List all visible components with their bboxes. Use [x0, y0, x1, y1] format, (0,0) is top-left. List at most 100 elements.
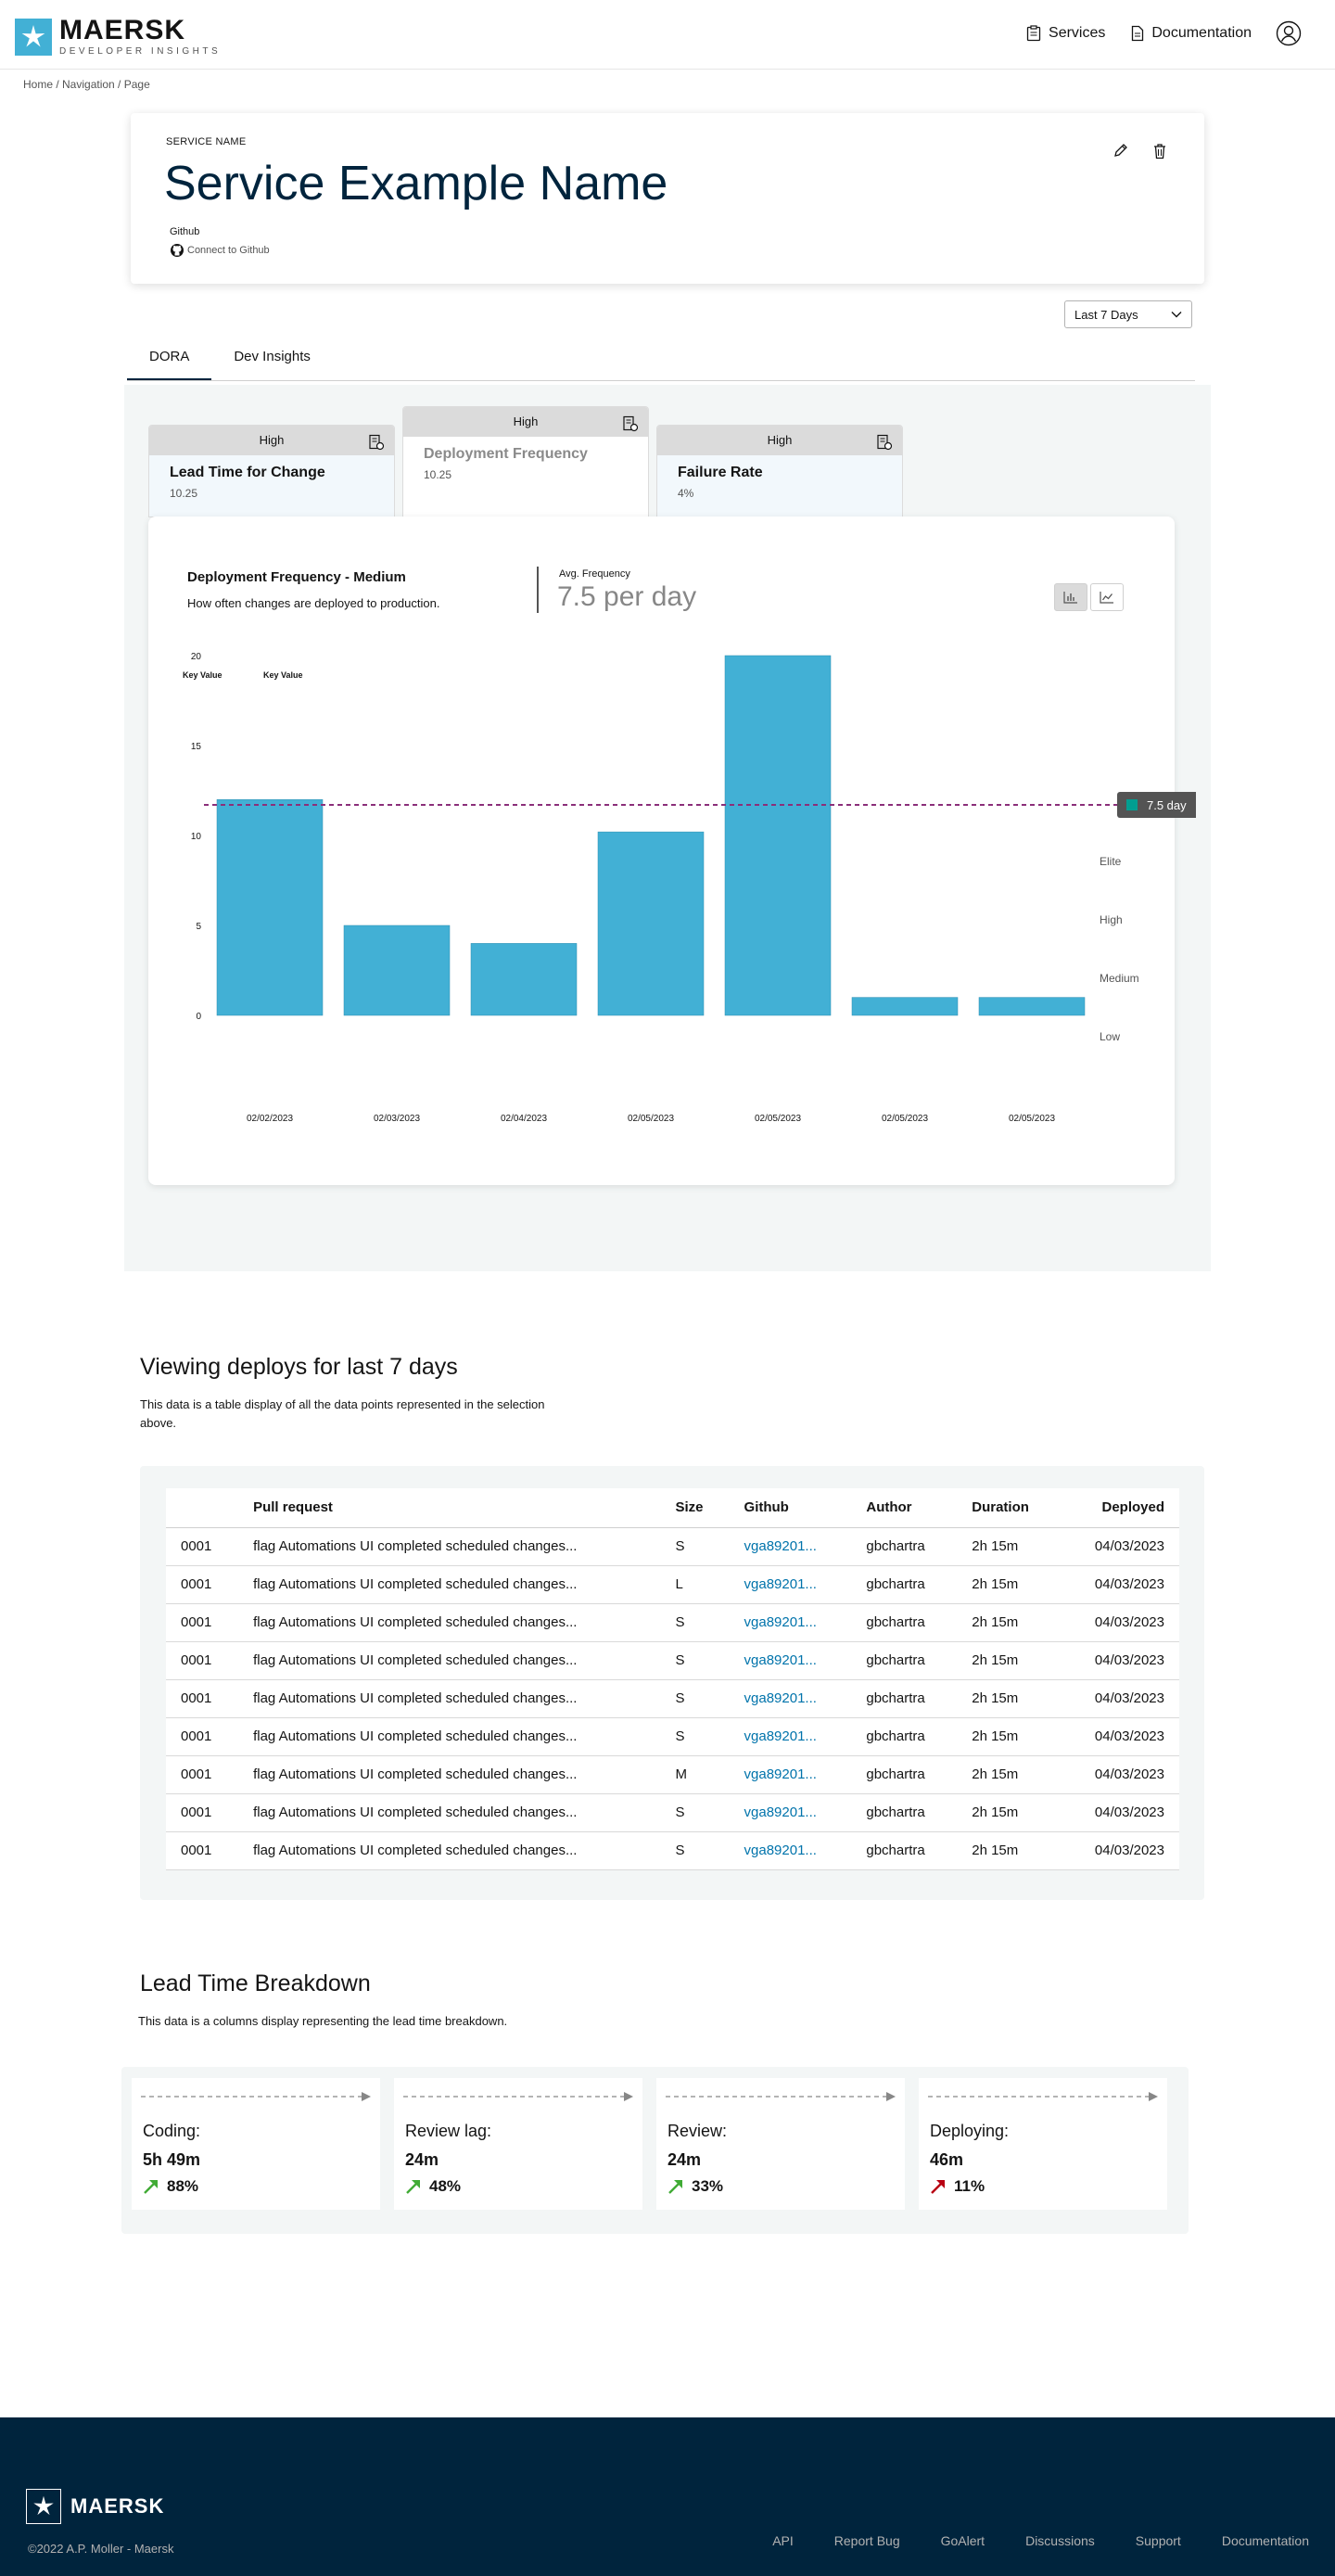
size: S [660, 1603, 730, 1642]
column-header: Author [851, 1488, 958, 1528]
nav-services-label: Services [1049, 25, 1106, 41]
nav-documentation-label: Documentation [1151, 25, 1252, 41]
edit-button[interactable] [1113, 143, 1128, 159]
row-id: 0001 [166, 1565, 239, 1604]
table-row[interactable]: 0001 flag Automations UI completed schedu… [166, 1793, 1179, 1832]
service-actions [1089, 143, 1167, 159]
user-icon [1276, 20, 1302, 46]
github-link[interactable]: vga89201... [729, 1527, 852, 1566]
table-row[interactable]: 0001 flag Automations UI completed schedu… [166, 1717, 1179, 1756]
line-chart-toggle[interactable] [1090, 583, 1124, 611]
github-label: Github [170, 226, 200, 237]
x-tick-label: 02/03/2023 [374, 1114, 420, 1124]
metric-name: Failure Rate [678, 465, 763, 480]
table-row[interactable]: 0001 flag Automations UI completed schedu… [166, 1831, 1179, 1870]
footer: MAERSK ©2022 A.P. Moller - Maersk API Re… [0, 2417, 1335, 2576]
tooltip-label: 7.5 day [1147, 798, 1187, 812]
size: S [660, 1717, 730, 1756]
size: S [660, 1831, 730, 1870]
pull-request: flag Automations UI completed scheduled … [238, 1603, 661, 1642]
chart-bar [470, 943, 578, 1016]
author: gbchartra [851, 1831, 958, 1870]
metric-info-icon[interactable] [876, 432, 893, 462]
duration: 2h 15m [957, 1717, 1062, 1756]
footer-link-discussions[interactable]: Discussions [1025, 2533, 1095, 2548]
deployed-date: 04/03/2023 [1061, 1603, 1179, 1642]
metric-card-lead-time[interactable]: High Lead Time for Change 10.25 [148, 425, 395, 517]
metric-info-icon[interactable] [622, 414, 639, 443]
table-row[interactable]: 0001 flag Automations UI completed schedu… [166, 1755, 1179, 1794]
tab-dev-insights[interactable]: Dev Insights [234, 349, 311, 364]
table-row[interactable]: 0001 flag Automations UI completed schedu… [166, 1603, 1179, 1642]
github-link[interactable]: vga89201... [729, 1793, 852, 1832]
chart-bar [724, 655, 832, 1016]
row-id: 0001 [166, 1641, 239, 1680]
maersk-logo[interactable]: MAERSK DEVELOPER INSIGHTS [15, 17, 221, 57]
pencil-icon [1114, 144, 1127, 157]
row-id: 0001 [166, 1793, 239, 1832]
page-title: Service Example Name [164, 157, 668, 210]
nav-documentation[interactable]: Documentation [1131, 25, 1252, 42]
pull-request: flag Automations UI completed scheduled … [238, 1679, 661, 1718]
column-header: Deployed [1061, 1488, 1179, 1528]
footer-link-goalert[interactable]: GoAlert [940, 2533, 985, 2548]
table-row[interactable]: 0001 flag Automations UI completed schedu… [166, 1565, 1179, 1604]
nav-services[interactable]: Services [1026, 25, 1105, 42]
github-link[interactable]: vga89201... [729, 1755, 852, 1794]
metric-value: 10.25 [170, 487, 198, 500]
chart-card: Deployment Frequency - Medium How often … [148, 516, 1196, 1185]
user-profile-button[interactable] [1276, 20, 1309, 46]
footer-link-api[interactable]: API [772, 2533, 794, 2548]
github-link[interactable]: vga89201... [729, 1641, 852, 1680]
stage-name: Deploying: [930, 2122, 1010, 2140]
github-link[interactable]: vga89201... [729, 1717, 852, 1756]
author: gbchartra [851, 1565, 958, 1604]
row-id: 0001 [166, 1755, 239, 1794]
footer-link-documentation[interactable]: Documentation [1221, 2533, 1309, 2548]
footer-link-report-bug[interactable]: Report Bug [833, 2533, 900, 2548]
pull-request: flag Automations UI completed scheduled … [238, 1641, 661, 1680]
metric-card-failure-rate[interactable]: High Failure Rate 4% [656, 425, 903, 517]
metric-info-icon[interactable] [368, 432, 385, 462]
stage-duration: 24m [668, 2150, 702, 2169]
metric-card-deployment-frequency[interactable]: High Deployment Frequency 10.25 [402, 406, 649, 517]
bar-chart-toggle[interactable] [1054, 583, 1087, 611]
stage-percent: 33% [692, 2177, 724, 2195]
stage-name: Review: [668, 2122, 728, 2140]
size: L [660, 1565, 730, 1604]
row-id: 0001 [166, 1717, 239, 1756]
x-tick-label: 02/05/2023 [755, 1114, 801, 1124]
size: M [660, 1755, 730, 1794]
footer-link-support[interactable]: Support [1135, 2533, 1181, 2548]
lead-time-card: Review: 24m 33% [656, 2078, 905, 2210]
chart-description: How often changes are deployed to produc… [187, 596, 440, 610]
github-link[interactable]: vga89201... [729, 1603, 852, 1642]
tab-dora[interactable]: DORA [127, 338, 212, 380]
author: gbchartra [851, 1755, 958, 1794]
table-row[interactable]: 0001 flag Automations UI completed schedu… [166, 1679, 1179, 1718]
footer-logo[interactable]: MAERSK [26, 2489, 164, 2524]
avg-frequency-label: Avg. Frequency [559, 568, 630, 580]
github-link[interactable]: vga89201... [729, 1565, 852, 1604]
author: gbchartra [851, 1527, 958, 1566]
table-row[interactable]: 0001 flag Automations UI completed schedu… [166, 1641, 1179, 1680]
deploys-title: Viewing deploys for last 7 days [140, 1354, 458, 1380]
github-link[interactable]: vga89201... [729, 1831, 852, 1870]
performance-band-label: Low [1100, 1030, 1120, 1043]
connect-github-link[interactable]: Connect to Github [170, 243, 270, 258]
table-row[interactable]: 0001 flag Automations UI completed schedu… [166, 1527, 1179, 1566]
chart-bar [343, 925, 451, 1016]
performance-band-label: Medium [1100, 972, 1139, 985]
deployed-date: 04/03/2023 [1061, 1679, 1179, 1718]
star-logo-icon [15, 18, 52, 56]
x-tick-label: 02/05/2023 [628, 1114, 674, 1124]
stage-duration: 24m [405, 2150, 439, 2169]
deployed-date: 04/03/2023 [1061, 1565, 1179, 1604]
github-link[interactable]: vga89201... [729, 1679, 852, 1718]
service-card: SERVICE NAME Service Example Name Github… [131, 113, 1204, 284]
breadcrumb[interactable]: Home / Navigation / Page [23, 78, 150, 91]
chart-bar [851, 997, 959, 1016]
delete-button[interactable] [1152, 143, 1167, 159]
date-range-select[interactable]: Last 7 Days [1064, 300, 1192, 328]
row-id: 0001 [166, 1527, 239, 1566]
